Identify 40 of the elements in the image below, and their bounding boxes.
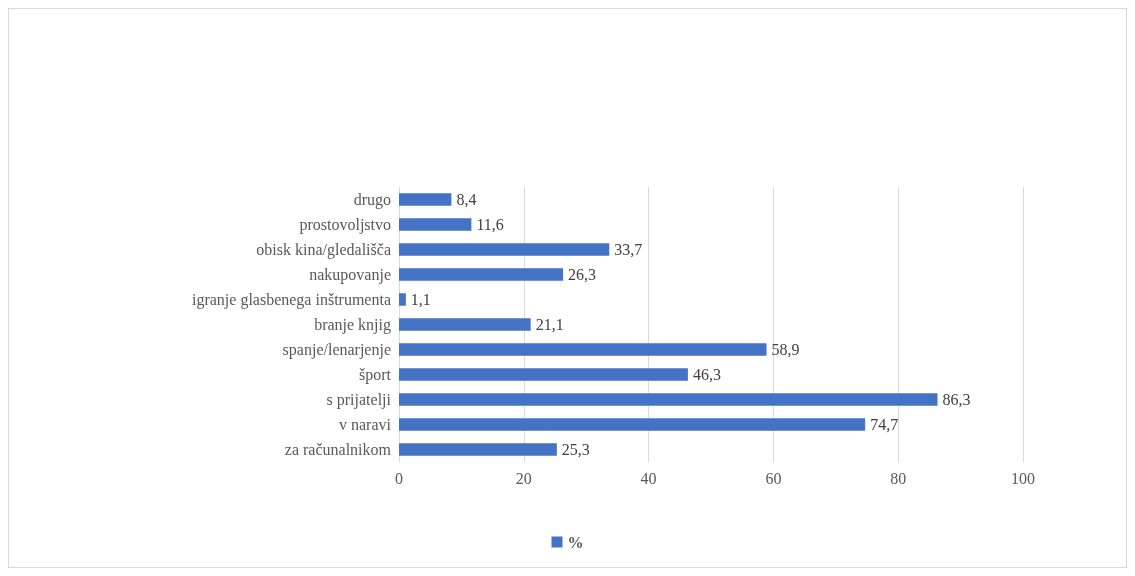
bar <box>399 268 564 281</box>
y-tick-label: igranje glasbenega inštrumenta <box>191 291 391 309</box>
bar <box>399 393 938 406</box>
data-label: 11,6 <box>476 216 504 233</box>
data-label: 33,7 <box>614 241 643 258</box>
bar <box>399 293 406 306</box>
y-tick-label: obisk kina/gledališča <box>256 241 391 259</box>
x-tick-label: 0 <box>395 469 403 487</box>
bar <box>399 343 767 356</box>
bar <box>399 418 866 431</box>
data-label: 25,3 <box>561 441 590 458</box>
x-tick-label: 40 <box>640 469 657 487</box>
data-label: 1,1 <box>410 291 431 308</box>
data-label: 86,3 <box>942 391 971 408</box>
y-tick-label: za računalnikom <box>284 441 392 458</box>
x-tick-label: 60 <box>765 469 782 487</box>
data-label: 46,3 <box>692 366 721 383</box>
y-tick-label: šport <box>359 366 392 384</box>
bar <box>399 368 688 381</box>
y-tick-label: prostovoljstvo <box>299 216 391 234</box>
bar <box>399 318 531 331</box>
bar <box>399 218 472 231</box>
bar <box>399 193 452 206</box>
y-tick-label: v naravi <box>339 416 392 433</box>
y-tick-label: spanje/lenarjenje <box>282 341 391 359</box>
y-tick-label: s prijatelji <box>326 391 392 409</box>
x-tick-label: 80 <box>890 469 907 487</box>
bar <box>399 443 557 456</box>
data-label: 21,1 <box>535 316 564 333</box>
y-tick-label: branje knjig <box>314 316 391 334</box>
x-tick-label: 20 <box>515 469 532 487</box>
data-label: 26,3 <box>568 266 597 283</box>
data-label: 58,9 <box>771 341 800 358</box>
x-tick-label: 100 <box>1011 469 1035 487</box>
y-tick-label: nakupovanje <box>309 266 391 284</box>
legend-label: % <box>567 533 584 551</box>
data-label: 74,7 <box>870 416 899 433</box>
data-label: 8,4 <box>456 191 477 208</box>
y-tick-label: drugo <box>353 191 391 209</box>
bar <box>399 243 610 256</box>
